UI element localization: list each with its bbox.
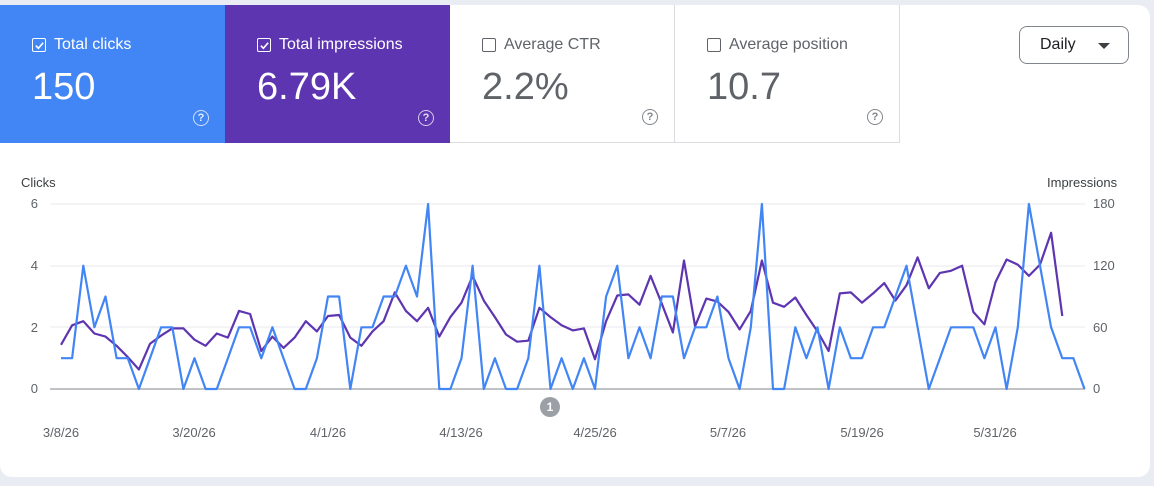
help-icon[interactable]: ? xyxy=(642,109,658,125)
granularity-label: Daily xyxy=(1040,36,1076,53)
x-tick: 5/7/26 xyxy=(709,425,747,440)
x-tick: 3/20/26 xyxy=(172,425,216,440)
performance-card: Total clicks 150 ? Total impressions 6.7… xyxy=(0,5,1150,477)
checkbox-checked-icon[interactable] xyxy=(32,38,46,52)
metric-label: Total clicks xyxy=(54,36,132,53)
series-line-clicks xyxy=(61,202,1086,391)
x-tick: 4/1/26 xyxy=(309,425,347,440)
y-tick-left: 2 xyxy=(30,320,38,335)
metric-value: 10.7 xyxy=(707,66,781,108)
checkbox-unchecked-icon[interactable] xyxy=(707,38,721,52)
metric-tile-clicks[interactable]: Total clicks 150 ? xyxy=(0,5,225,143)
checkbox-checked-icon[interactable] xyxy=(257,38,271,52)
metric-value: 2.2% xyxy=(482,66,569,108)
help-icon[interactable]: ? xyxy=(193,110,209,126)
x-tick: 4/13/26 xyxy=(439,425,483,440)
metric-label: Average position xyxy=(729,36,848,53)
x-tick: 4/25/26 xyxy=(573,425,617,440)
metric-label: Total impressions xyxy=(279,36,403,53)
metric-value: 6.79K xyxy=(257,66,357,108)
metric-value: 150 xyxy=(32,66,96,108)
metric-tile-impressions[interactable]: Total impressions 6.79K ? xyxy=(225,5,450,143)
right-axis-title: Impressions xyxy=(1047,175,1118,190)
x-tick: 5/19/26 xyxy=(840,425,884,440)
metric-tile-ctr[interactable]: Average CTR 2.2% ? xyxy=(450,5,675,143)
y-tick-right: 120 xyxy=(1093,258,1115,273)
left-axis-title: Clicks xyxy=(21,175,56,190)
y-tick-right: 60 xyxy=(1093,320,1108,335)
y-tick-right: 0 xyxy=(1093,381,1101,396)
granularity-dropdown[interactable]: Daily xyxy=(1019,26,1129,64)
annotation-marker[interactable]: 1 xyxy=(540,397,560,417)
metric-tile-position[interactable]: Average position 10.7 ? xyxy=(675,5,900,143)
y-tick-right: 180 xyxy=(1093,196,1115,211)
y-tick-left: 6 xyxy=(30,196,38,211)
x-tick: 5/31/26 xyxy=(973,425,1017,440)
help-icon[interactable]: ? xyxy=(867,109,883,125)
y-tick-left: 4 xyxy=(30,258,38,273)
x-tick: 3/8/26 xyxy=(42,425,80,440)
metric-label: Average CTR xyxy=(504,36,601,53)
help-icon[interactable]: ? xyxy=(418,110,434,126)
caret-down-icon xyxy=(1098,43,1110,49)
y-tick-left: 0 xyxy=(30,381,38,396)
checkbox-unchecked-icon[interactable] xyxy=(482,38,496,52)
series-line-impressions xyxy=(60,231,1064,371)
